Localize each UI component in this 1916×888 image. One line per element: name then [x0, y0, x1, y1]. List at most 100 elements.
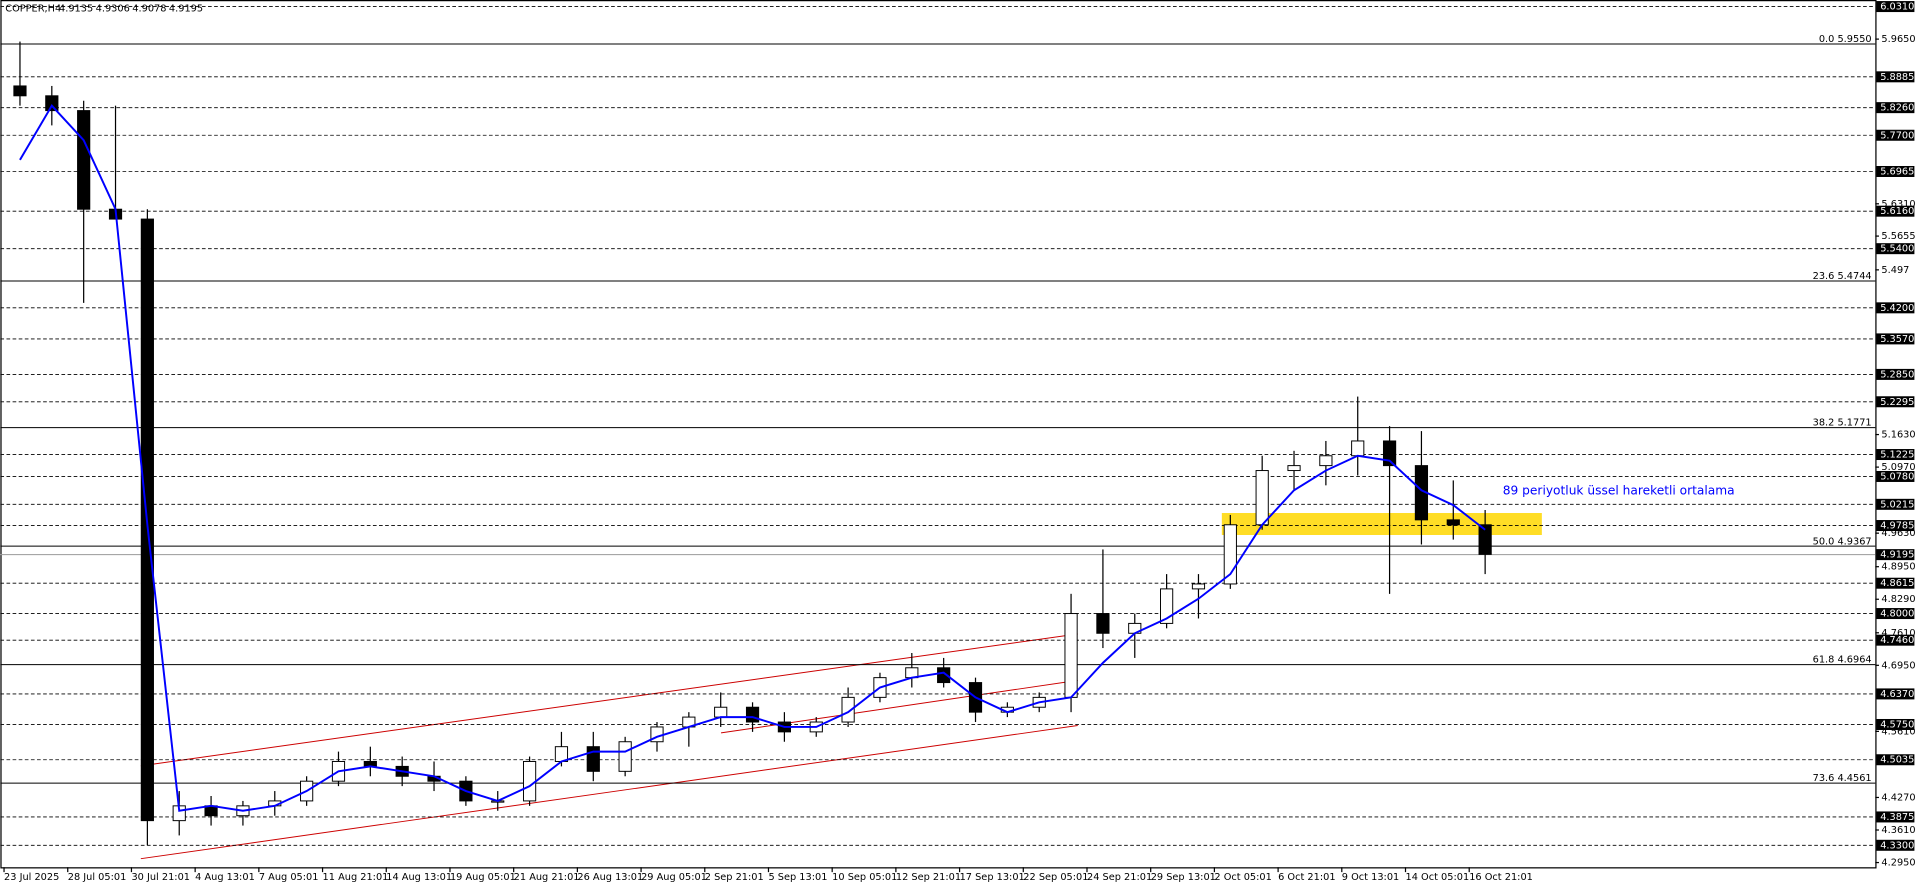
channel-upper	[140, 633, 1078, 767]
level-tag	[1876, 520, 1915, 532]
ema-annotation: 89 periyotluk üssel hareketli ortalama	[1503, 484, 1735, 498]
candle-body	[1446, 519, 1460, 526]
candle-body	[714, 706, 728, 718]
level-label: 5.5400	[1880, 244, 1914, 255]
zone-highlight	[1221, 513, 1542, 535]
x-tick-label: 10 Sep 05:01	[832, 872, 897, 883]
level-label: 4.7460	[1880, 635, 1914, 646]
level-label: 6.0310	[1880, 2, 1914, 13]
level-label: 5.1225	[1880, 450, 1914, 461]
candle-body	[1096, 613, 1110, 634]
fib-label: 23.6 5.4744	[1813, 271, 1872, 282]
candle-body	[1064, 613, 1078, 698]
x-tick-label: 2 Oct 05:01	[1214, 872, 1271, 883]
ohlc-value: 4.9078	[132, 4, 166, 15]
level-tag	[1876, 71, 1915, 83]
level-label: 5.0215	[1880, 499, 1914, 510]
candle-body	[1478, 524, 1492, 555]
level-label: 4.9785	[1880, 521, 1914, 532]
candle-body	[745, 706, 760, 723]
ohlc-value: 4.9306	[96, 4, 130, 15]
candle-body	[522, 760, 537, 802]
level-tag	[1876, 634, 1915, 646]
y-tick-label: 5.6310	[1881, 199, 1915, 210]
level-label: 4.3300	[1880, 840, 1914, 851]
x-tick-label: 17 Sep 13:01	[960, 872, 1025, 883]
x-tick-label: 7 Aug 05:01	[259, 872, 319, 883]
candle-body	[841, 696, 855, 723]
x-tick-label: 29 Sep 13:01	[1151, 872, 1216, 883]
x-tick-label: 23 Jul 2025	[4, 872, 59, 883]
x-tick-label: 5 Sep 13:01	[768, 872, 827, 883]
fib-label: 73.6 4.4561	[1813, 773, 1872, 784]
candle-body	[13, 85, 27, 97]
x-tick-label: 26 Aug 13:01	[577, 872, 643, 883]
level-tag	[1876, 449, 1915, 461]
candle-body	[1160, 588, 1174, 624]
fib-label: 0.0 5.9550	[1819, 34, 1872, 45]
level-label: 5.6160	[1880, 206, 1914, 217]
y-tick-label: 4.5610	[1881, 726, 1915, 737]
y-tick-label: 5.9650	[1881, 34, 1915, 45]
level-label: 5.8260	[1880, 103, 1914, 114]
x-tick-label: 29 Aug 05:01	[641, 872, 707, 883]
level-label: 4.5750	[1880, 719, 1914, 730]
ema-line	[19, 104, 1486, 812]
candle-body	[1191, 583, 1206, 590]
y-tick-label: 4.7610	[1881, 628, 1915, 639]
x-tick-label: 9 Oct 13:01	[1342, 872, 1399, 883]
y-tick-label: 4.8290	[1881, 594, 1915, 605]
level-label: 4.8615	[1880, 578, 1914, 589]
level-label: 4.3875	[1880, 812, 1914, 823]
level-tag	[1876, 577, 1915, 589]
level-tag	[1876, 333, 1915, 345]
level-tag	[1876, 1, 1915, 13]
x-tick-label: 6 Oct 21:01	[1278, 872, 1335, 883]
fib-label: 38.2 5.1771	[1813, 418, 1872, 429]
level-tag	[1876, 498, 1915, 510]
level-tag	[1876, 102, 1915, 114]
x-tick-label: 24 Sep 21:01	[1087, 872, 1152, 883]
x-tick-label: 21 Aug 21:01	[514, 872, 580, 883]
x-tick-label: 16 Oct 21:01	[1469, 872, 1533, 883]
y-tick-label: 4.3610	[1881, 825, 1915, 836]
y-tick-label: 4.4270	[1881, 792, 1915, 803]
x-tick-label: 2 Sep 21:01	[705, 872, 764, 883]
x-tick-label: 19 Aug 05:01	[450, 872, 516, 883]
plot-frame	[0, 0, 1877, 869]
level-label: 4.6370	[1880, 689, 1914, 700]
level-label: 5.3570	[1880, 334, 1914, 345]
y-tick-label: 5.1630	[1881, 430, 1915, 441]
level-tag	[1876, 243, 1915, 255]
y-tick-label: 5.497	[1881, 265, 1909, 276]
y-tick-label: 5.0970	[1881, 462, 1915, 473]
level-tag	[1876, 470, 1915, 482]
x-tick-label: 11 Aug 21:01	[323, 872, 389, 883]
level-tag	[1876, 396, 1915, 408]
ohlc-value: 4.9195	[169, 4, 203, 15]
x-tick-label: 28 Jul 05:01	[68, 872, 127, 883]
level-tag	[1876, 754, 1915, 766]
x-tick-label: 30 Jul 21:01	[131, 872, 190, 883]
fib-label: 50.0 4.9367	[1813, 536, 1872, 547]
symbol-label: COPPER,H4	[5, 4, 61, 15]
level-tag	[1876, 839, 1915, 851]
y-tick-label: 4.6950	[1881, 660, 1915, 671]
level-label: 4.9195	[1880, 550, 1914, 561]
candle-body	[937, 667, 951, 684]
level-tag	[1876, 302, 1915, 314]
x-tick-label: 14 Aug 13:01	[386, 872, 452, 883]
y-tick-label: 5.5655	[1881, 231, 1915, 242]
level-label: 5.0780	[1880, 471, 1914, 482]
candle-body	[618, 741, 632, 772]
level-label: 5.7700	[1880, 130, 1914, 141]
y-tick-label: 4.9630	[1881, 528, 1915, 539]
level-tag	[1876, 718, 1915, 730]
level-tag	[1876, 811, 1915, 823]
level-tag	[1876, 205, 1915, 217]
level-label: 4.8000	[1880, 609, 1914, 620]
y-tick-label: 4.2950	[1881, 858, 1915, 869]
x-tick-label: 22 Sep 05:01	[1023, 872, 1088, 883]
candle-body	[45, 95, 59, 112]
